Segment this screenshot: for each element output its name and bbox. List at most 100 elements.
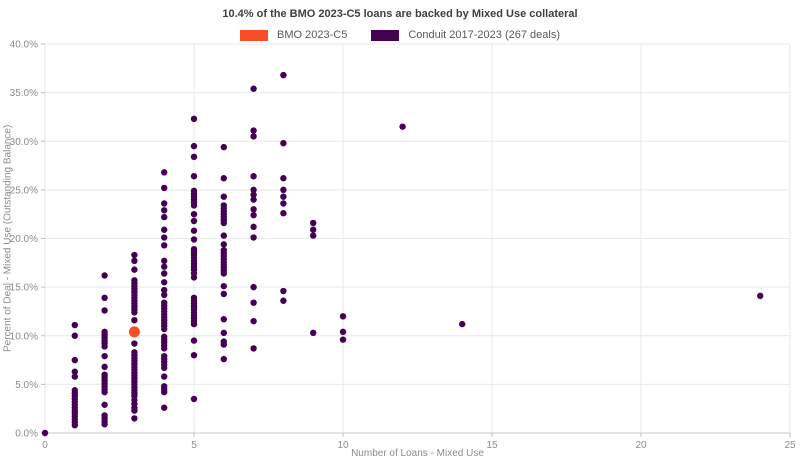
conduit-data-point (131, 415, 138, 422)
conduit-data-point (161, 184, 168, 192)
conduit-data-point (280, 193, 287, 200)
conduit-data-point (161, 345, 168, 352)
conduit-data-point (161, 388, 168, 396)
conduit-data-point (161, 263, 168, 270)
conduit-data-point (161, 207, 168, 214)
conduit-data-point (161, 213, 168, 221)
conduit-data-point (190, 395, 198, 403)
legend-swatch-bmo (240, 29, 268, 41)
conduit-data-point (220, 143, 227, 151)
conduit-data-point (250, 196, 257, 203)
legend-label-conduit: Conduit 2017-2023 (267 deals) (408, 29, 560, 41)
conduit-data-point (161, 286, 168, 294)
conduit-data-point (280, 210, 287, 217)
conduit-data-point (310, 226, 317, 233)
conduit-data-point (250, 85, 257, 92)
conduit-data-point (161, 325, 168, 333)
conduit-data-point (250, 234, 257, 241)
conduit-data-point (280, 175, 287, 182)
x-tick-label: 25 (784, 440, 796, 451)
y-tick-label: 40.0% (10, 40, 38, 51)
y-tick-label: 30.0% (10, 137, 38, 148)
conduit-data-point (190, 352, 198, 359)
conduit-data-point (220, 232, 227, 239)
conduit-data-point (220, 270, 227, 277)
conduit-data-point (190, 217, 198, 225)
legend-label-bmo: BMO 2023-C5 (277, 29, 348, 41)
conduit-data-point (190, 227, 198, 234)
conduit-data-point (190, 115, 198, 123)
conduit-data-point (220, 341, 227, 348)
conduit-data-point (131, 407, 138, 414)
conduit-data-point (161, 169, 168, 176)
conduit-data-point (250, 173, 257, 180)
conduit-data-point (190, 202, 198, 209)
y-axis-title: Percent of Deal - Mixed Use (Outstanding… (2, 124, 14, 353)
conduit-data-point (250, 191, 257, 198)
conduit-data-point (101, 388, 108, 396)
conduit-data-point (459, 320, 466, 328)
conduit-data-point (101, 363, 108, 371)
conduit-data-point (101, 294, 108, 302)
conduit-data-point (190, 210, 198, 218)
conduit-data-point (220, 282, 227, 290)
conduit-data-point (280, 200, 287, 207)
conduit-data-point (101, 421, 108, 428)
conduit-data-point (71, 373, 79, 380)
conduit-data-point (161, 200, 168, 207)
conduit-data-point (101, 352, 108, 360)
conduit-data-point (220, 290, 227, 298)
conduit-data-point (250, 345, 257, 352)
y-tick-label: 15.0% (10, 283, 38, 294)
conduit-data-point (220, 329, 227, 337)
conduit-data-point (190, 153, 198, 161)
legend: BMO 2023-C5 Conduit 2017-2023 (267 deals… (0, 28, 800, 42)
conduit-data-point (220, 175, 227, 182)
conduit-data-point (161, 279, 168, 286)
conduit-data-point (71, 356, 79, 364)
conduit-data-point (71, 332, 79, 339)
conduit-data-point (250, 186, 257, 194)
conduit-data-point (161, 226, 168, 233)
conduit-data-point (41, 429, 49, 437)
y-tick-label: 25.0% (10, 185, 38, 196)
x-tick-label: 20 (635, 440, 647, 451)
conduit-data-point (399, 123, 406, 130)
conduit-data-point (71, 368, 79, 375)
y-tick-label: 0.0% (15, 429, 38, 440)
legend-swatch-conduit (371, 29, 400, 41)
conduit-data-point (131, 340, 138, 347)
x-tick-label: 15 (486, 440, 498, 451)
conduit-data-point (131, 251, 138, 259)
conduit-data-point (310, 219, 317, 227)
conduit-data-point (161, 257, 168, 265)
conduit-data-point (250, 283, 257, 291)
conduit-data-point (310, 232, 317, 239)
conduit-data-point (220, 241, 227, 248)
y-tick-label: 20.0% (10, 234, 38, 245)
conduit-data-point (250, 206, 257, 213)
conduit-data-point (161, 404, 168, 411)
conduit-data-point (190, 274, 198, 281)
conduit-data-point (71, 321, 79, 329)
conduit-data-point (161, 234, 168, 241)
conduit-data-point (190, 337, 198, 344)
conduit-data-point (280, 71, 287, 79)
conduit-data-point (190, 236, 198, 243)
conduit-data-point (190, 320, 198, 328)
conduit-data-point (101, 343, 108, 350)
x-tick-label: 0 (42, 440, 48, 451)
conduit-data-point (161, 373, 168, 380)
conduit-data-point (71, 422, 79, 429)
conduit-data-point (101, 272, 108, 279)
conduit-data-point (101, 307, 108, 314)
conduit-data-point (757, 292, 764, 300)
conduit-data-point (220, 193, 227, 200)
y-tick-label: 5.0% (15, 380, 38, 391)
conduit-data-point (250, 299, 257, 306)
x-tick-label: 5 (191, 440, 197, 451)
conduit-data-point (280, 139, 287, 147)
conduit-data-point (220, 355, 227, 363)
conduit-data-point (250, 317, 257, 325)
